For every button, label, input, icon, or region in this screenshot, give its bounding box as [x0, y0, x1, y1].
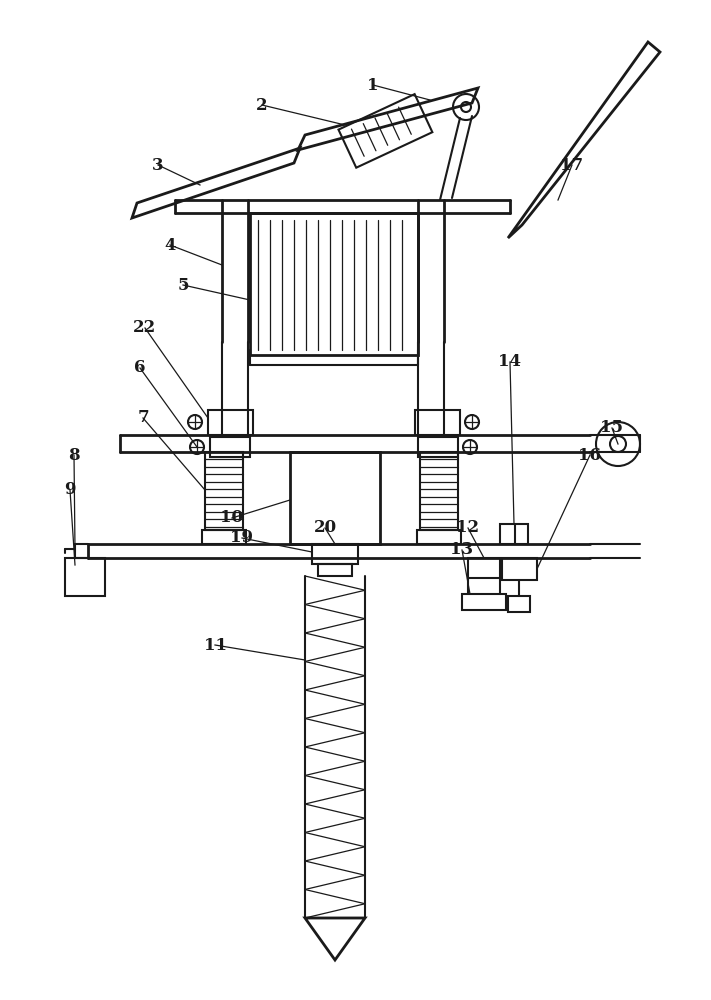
Text: 3: 3 [152, 156, 164, 174]
Text: 19: 19 [230, 530, 254, 546]
Text: 17: 17 [560, 156, 584, 174]
Text: 14: 14 [498, 354, 521, 370]
Text: 1: 1 [368, 77, 379, 94]
Bar [417, 530, 461, 544]
Bar [250, 213, 418, 355]
Bar [420, 452, 458, 530]
Bar [462, 594, 506, 610]
Text: 6: 6 [134, 360, 146, 376]
Text: 20: 20 [314, 520, 336, 536]
Bar [65, 558, 105, 596]
Text: 10: 10 [220, 510, 243, 526]
Bar [318, 564, 352, 576]
Text: 11: 11 [203, 637, 227, 654]
Bar [208, 410, 253, 435]
Text: 8: 8 [68, 446, 80, 464]
Text: 15: 15 [601, 420, 624, 436]
Bar [418, 437, 458, 457]
Text: 9: 9 [64, 482, 76, 498]
Bar [468, 558, 500, 578]
Bar [202, 530, 246, 544]
Bar [500, 524, 528, 544]
Bar [502, 558, 537, 580]
Text: 2: 2 [256, 97, 268, 113]
Bar [508, 596, 530, 612]
Bar [290, 452, 380, 544]
Text: 13: 13 [451, 542, 474, 558]
Bar [210, 437, 250, 457]
Text: 12: 12 [456, 520, 479, 536]
Text: 7: 7 [137, 410, 149, 426]
Text: 4: 4 [164, 236, 176, 253]
Text: 16: 16 [579, 446, 602, 464]
Text: 22: 22 [134, 320, 156, 336]
Text: 5: 5 [177, 276, 188, 294]
Bar [312, 544, 358, 564]
Bar [415, 410, 460, 435]
Bar [205, 452, 243, 530]
